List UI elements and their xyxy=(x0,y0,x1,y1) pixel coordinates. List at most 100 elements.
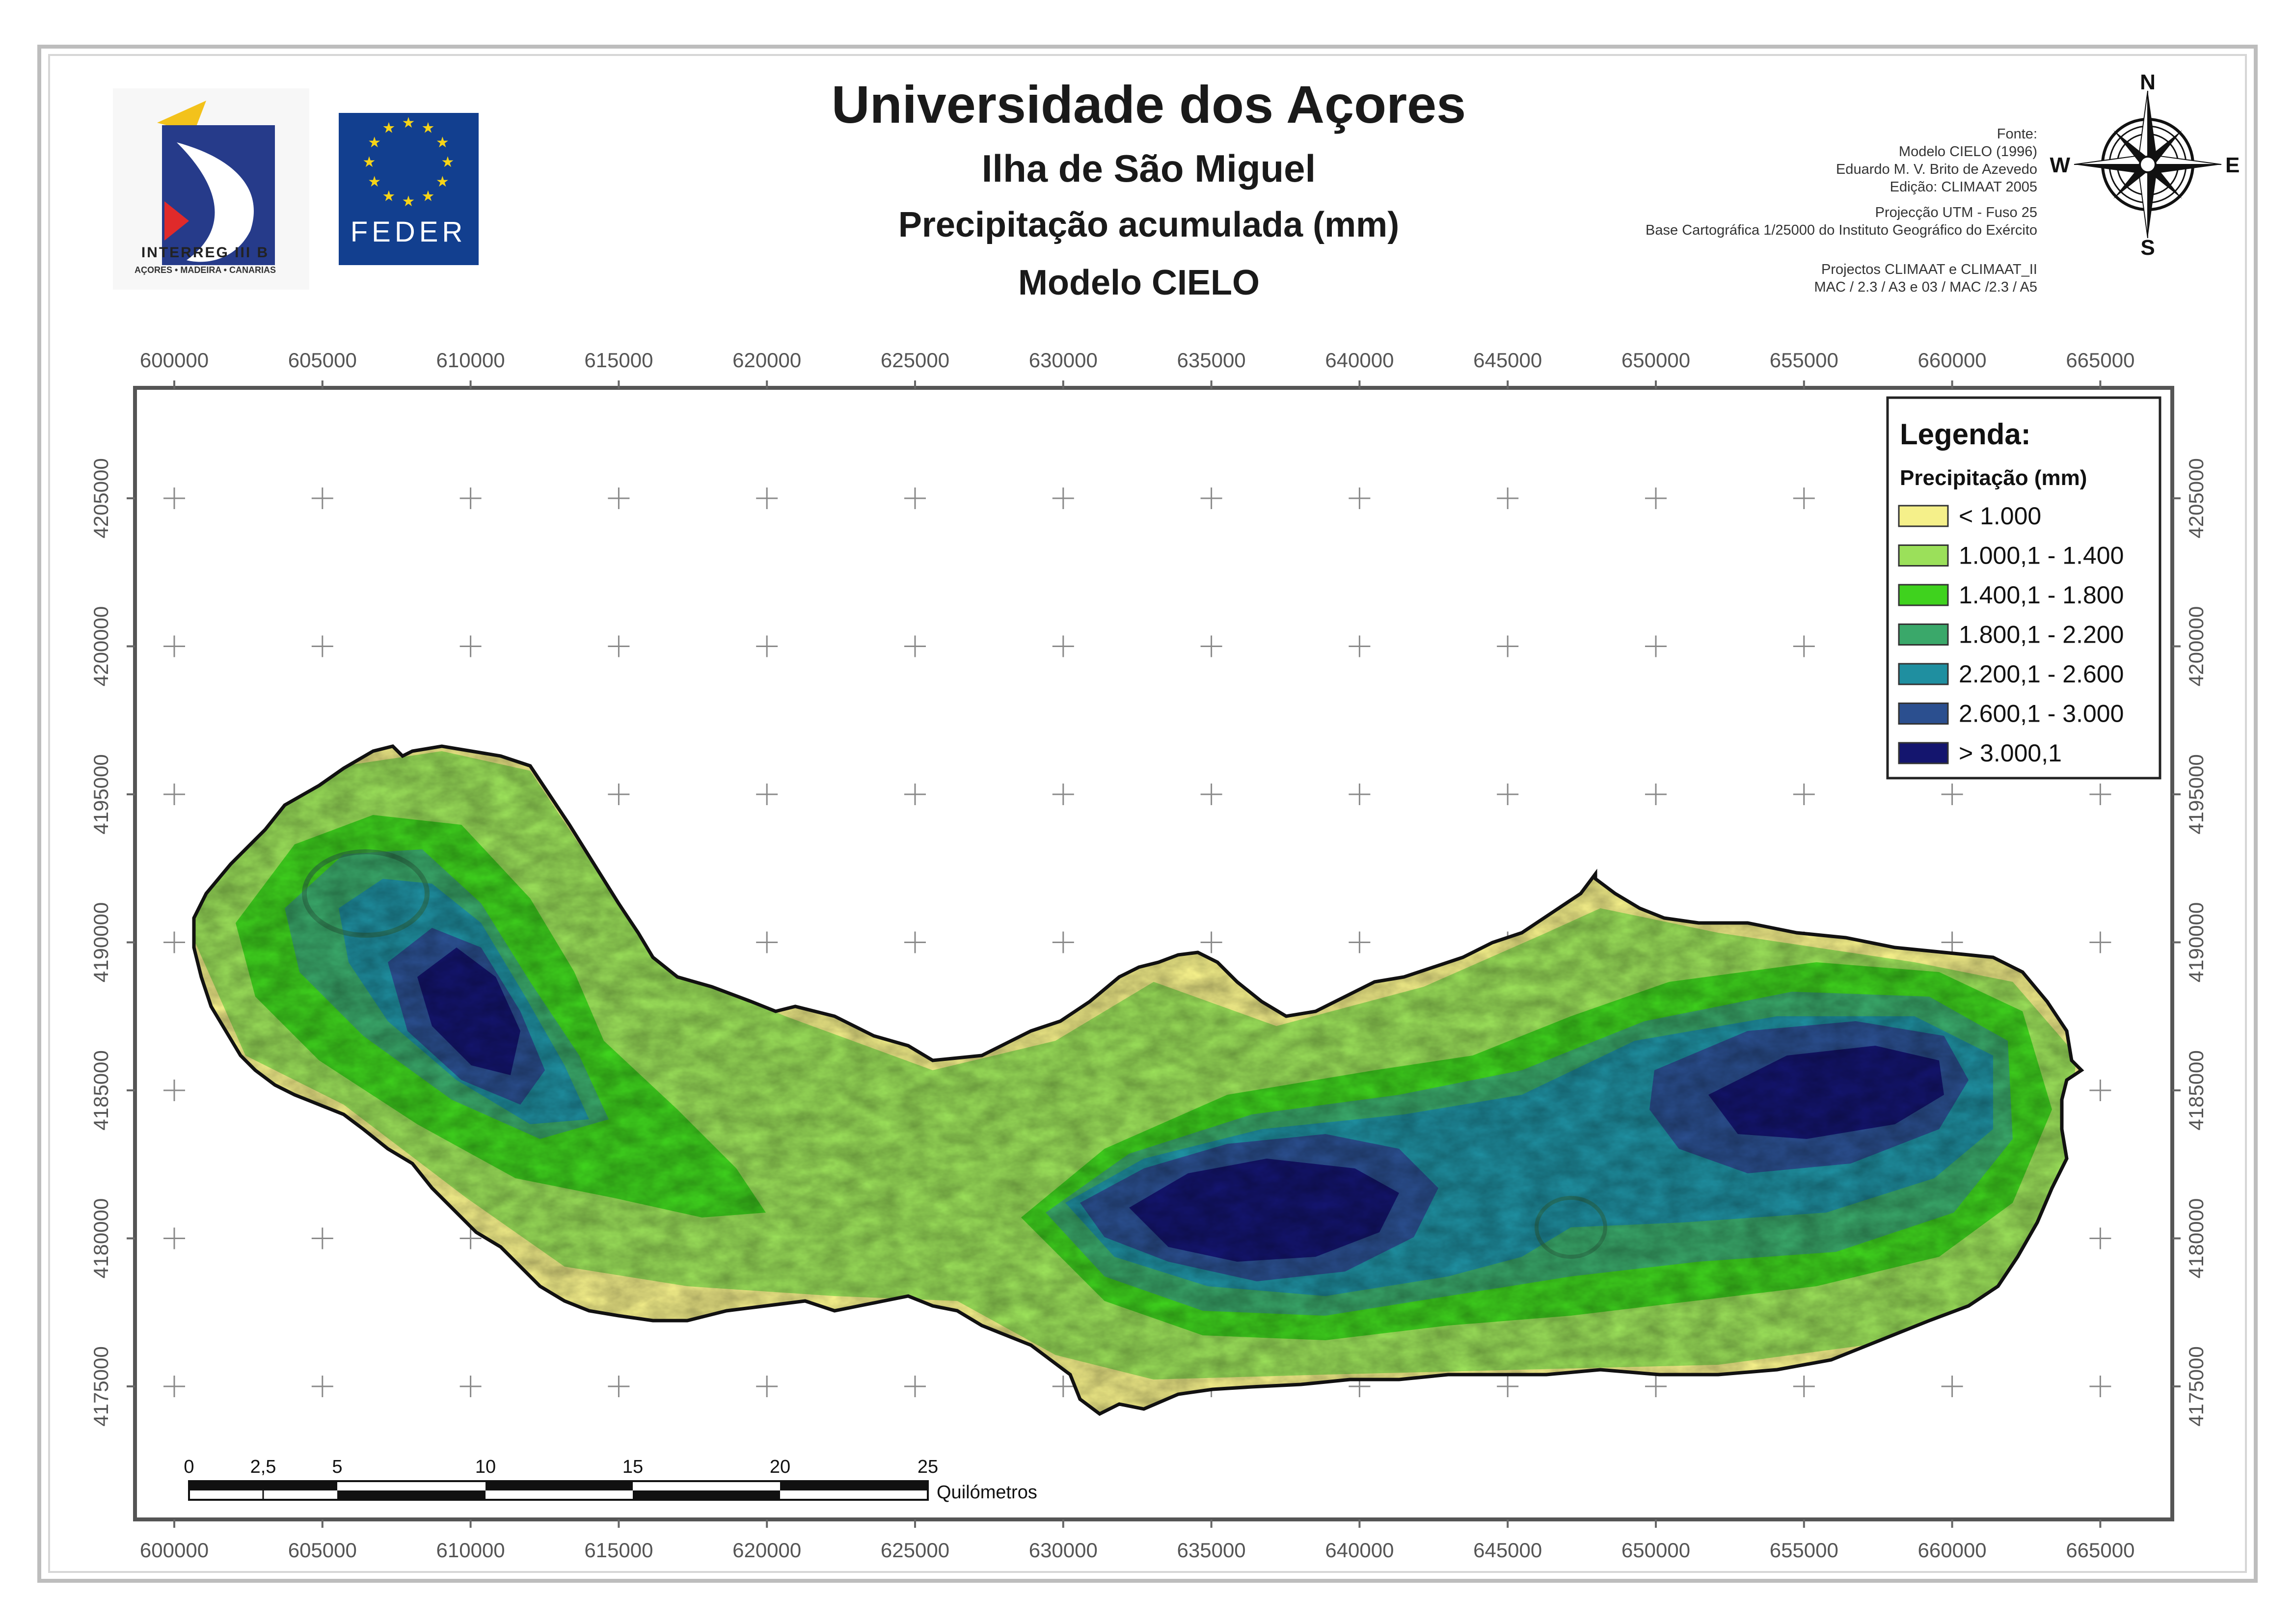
scale-tick-label: 20 xyxy=(770,1457,790,1477)
compass-south: S xyxy=(2140,236,2155,260)
legend-label: 2.200,1 - 2.600 xyxy=(1959,660,2124,688)
legend-subtitle: Precipitação (mm) xyxy=(1900,466,2087,490)
y-tick-label: 4175000 xyxy=(2185,1346,2208,1427)
scale-bar: 0 2,5 5 10 15 20 25 Quilómetros xyxy=(184,1457,1037,1503)
x-tick-label: 645000 xyxy=(1473,349,1542,372)
y-tick-label: 4195000 xyxy=(89,754,112,835)
eu-star-icon: ★ xyxy=(368,135,381,151)
legend-swatch xyxy=(1898,505,1949,527)
eu-star-icon: ★ xyxy=(402,115,415,131)
north-arrow-icon: N S E W xyxy=(2050,70,2240,260)
legend-label: 1.000,1 - 1.400 xyxy=(1959,542,2124,569)
scale-tick-label: 0 xyxy=(184,1457,194,1477)
inner-border xyxy=(48,54,2247,1573)
legend-box: Legenda: Precipitação (mm) < 1.000 1.000,… xyxy=(1886,396,2161,780)
legend-swatch xyxy=(1898,544,1949,567)
eu-star-icon: ★ xyxy=(436,135,449,151)
y-tick-label: 4180000 xyxy=(89,1198,112,1279)
x-tick-label: 655000 xyxy=(1770,1539,1838,1562)
scale-tick-label: 5 xyxy=(332,1457,342,1477)
outer-border xyxy=(37,45,2258,1583)
eu-star-icon: ★ xyxy=(368,174,381,190)
scale-tick-label: 25 xyxy=(918,1457,938,1477)
eu-star-icon: ★ xyxy=(363,154,376,170)
legend-label: 1.400,1 - 1.800 xyxy=(1959,581,2124,609)
y-tick-label: 4185000 xyxy=(2185,1050,2208,1131)
x-tick-label: 600000 xyxy=(140,1539,209,1562)
x-axis-top: 600000 605000 610000 615000 620000 625000 6300… xyxy=(140,349,2134,389)
y-tick-label: 4200000 xyxy=(89,606,112,687)
y-tick-label: 4190000 xyxy=(89,902,112,983)
credit-line: Eduardo M. V. Brito de Azevedo xyxy=(1836,162,2037,177)
legend-label: < 1.000 xyxy=(1959,502,2041,530)
x-tick-label: 625000 xyxy=(881,349,949,372)
eu-star-icon: ★ xyxy=(382,120,396,136)
scale-tick-label: 10 xyxy=(475,1457,496,1477)
feder-label: FEDER xyxy=(351,216,467,248)
y-tick-label: 4190000 xyxy=(2185,902,2208,983)
scale-tick-label: 2,5 xyxy=(250,1457,276,1477)
x-tick-label: 650000 xyxy=(1621,349,1690,372)
x-tick-label: 605000 xyxy=(288,1539,357,1562)
model-title: Modelo CIELO xyxy=(1018,263,1260,302)
y-tick-label: 4205000 xyxy=(89,458,112,539)
x-tick-label: 655000 xyxy=(1770,349,1838,372)
credit-line: MAC / 2.3 / A3 e 03 / MAC /2.3 / A5 xyxy=(1814,279,2037,295)
x-tick-label: 635000 xyxy=(1177,1539,1246,1562)
x-tick-label: 630000 xyxy=(1029,1539,1098,1562)
credit-line: Projecção UTM - Fuso 25 xyxy=(1875,205,2037,220)
x-tick-label: 615000 xyxy=(584,1539,653,1562)
x-tick-label: 620000 xyxy=(732,1539,801,1562)
x-tick-label: 660000 xyxy=(1918,349,1987,372)
credit-line: Fonte: xyxy=(1997,126,2037,142)
interreg-label: INTERREG III B xyxy=(141,244,269,261)
legend-swatch xyxy=(1898,584,1949,606)
y-tick-label: 4180000 xyxy=(2185,1198,2208,1279)
feder-logo: ★ ★★★★★★★★★★★ FEDER xyxy=(339,113,479,265)
legend-label: 2.600,1 - 3.000 xyxy=(1959,700,2124,728)
scale-unit: Quilómetros xyxy=(937,1482,1037,1503)
x-tick-label: 645000 xyxy=(1473,1539,1542,1562)
legend-swatch xyxy=(1898,742,1949,764)
x-tick-label: 640000 xyxy=(1325,349,1394,372)
x-tick-label: 665000 xyxy=(2066,1539,2134,1562)
credit-line: Modelo CIELO (1996) xyxy=(1899,144,2037,160)
x-tick-label: 660000 xyxy=(1918,1539,1987,1562)
credit-line: Edição: CLIMAAT 2005 xyxy=(1890,179,2037,195)
x-tick-label: 635000 xyxy=(1177,349,1246,372)
scale-labels: 0 2,5 5 10 15 20 25 xyxy=(184,1457,938,1477)
eu-star-icon: ★ xyxy=(436,174,449,190)
credits-block: Fonte: Modelo CIELO (1996) Eduardo M. V.… xyxy=(1646,126,2037,295)
x-tick-label: 600000 xyxy=(140,349,209,372)
legend-label: > 3.000,1 xyxy=(1959,739,2062,767)
y-tick-label: 4175000 xyxy=(89,1346,112,1427)
legend-label: 1.800,1 - 2.200 xyxy=(1959,621,2124,649)
legend-items: < 1.000 1.000,1 - 1.400 1.400,1 - 1.800 1.8… xyxy=(1898,502,2124,767)
compass-north: N xyxy=(2140,70,2156,94)
compass-east: E xyxy=(2225,153,2240,177)
y-axis-left: 4205000 4200000 4195000 4190000 4185000 41800… xyxy=(89,458,135,1427)
y-tick-label: 4205000 xyxy=(2185,458,2208,539)
page-title: Universidade dos Açores xyxy=(832,75,1466,134)
legend-title: Legenda: xyxy=(1900,418,2031,451)
eu-star-icon: ★ xyxy=(382,188,396,204)
legend-swatch xyxy=(1898,703,1949,725)
x-tick-label: 640000 xyxy=(1325,1539,1394,1562)
x-tick-label: 610000 xyxy=(436,1539,505,1562)
x-tick-label: 665000 xyxy=(2066,349,2134,372)
eu-star-icon: ★ xyxy=(402,193,415,210)
eu-stars-icon: ★ ★★★★★★★★★★★ xyxy=(363,115,455,210)
y-tick-label: 4185000 xyxy=(89,1050,112,1131)
x-tick-label: 615000 xyxy=(584,349,653,372)
scale-tick-label: 15 xyxy=(622,1457,643,1477)
compass-west: W xyxy=(2050,153,2070,177)
y-axis-right: 4205000 4200000 4195000 4190000 4185000 41800… xyxy=(2172,458,2208,1427)
credit-line: Projectos CLIMAAT e CLIMAAT_II xyxy=(1821,262,2037,277)
y-tick-label: 4200000 xyxy=(2185,606,2208,687)
legend-swatch xyxy=(1898,663,1949,685)
interreg-subtitle: AÇORES • MADEIRA • CANARIAS xyxy=(135,265,276,275)
x-tick-label: 630000 xyxy=(1029,349,1098,372)
x-tick-label: 650000 xyxy=(1621,1539,1690,1562)
eu-star-icon: ★ xyxy=(422,188,435,204)
